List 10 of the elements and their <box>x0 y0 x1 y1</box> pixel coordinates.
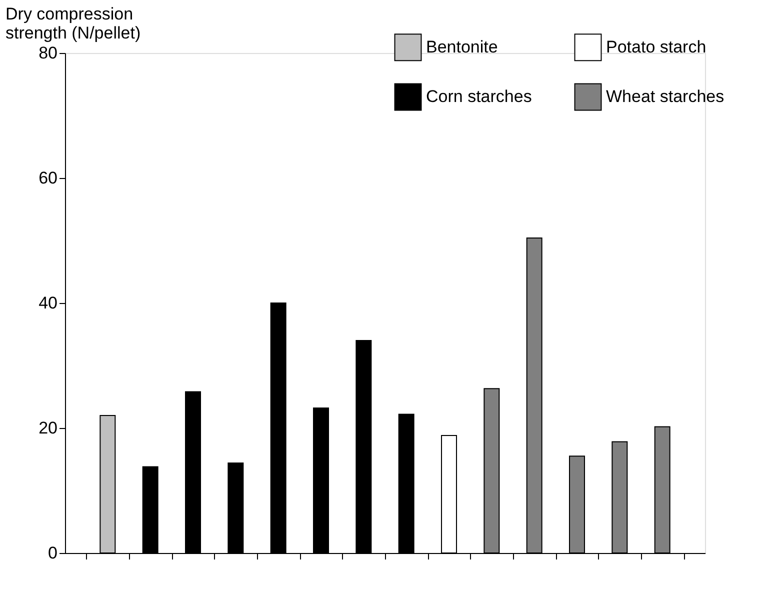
y-tick-label: 80 <box>38 44 58 62</box>
legend-label: Bentonite <box>426 37 498 56</box>
y-tick-label: 40 <box>38 294 58 312</box>
y-tick-label: 20 <box>38 418 58 438</box>
legend-label: Corn starches <box>426 87 532 106</box>
legend-label: Potato starch <box>606 37 706 56</box>
y-tick-label: 60 <box>38 168 58 188</box>
y-tick-label: 0 <box>48 544 58 562</box>
y-axis-title: Dry compression strength (N/pellet) <box>6 4 141 42</box>
legend-label: Wheat starches <box>606 87 724 106</box>
